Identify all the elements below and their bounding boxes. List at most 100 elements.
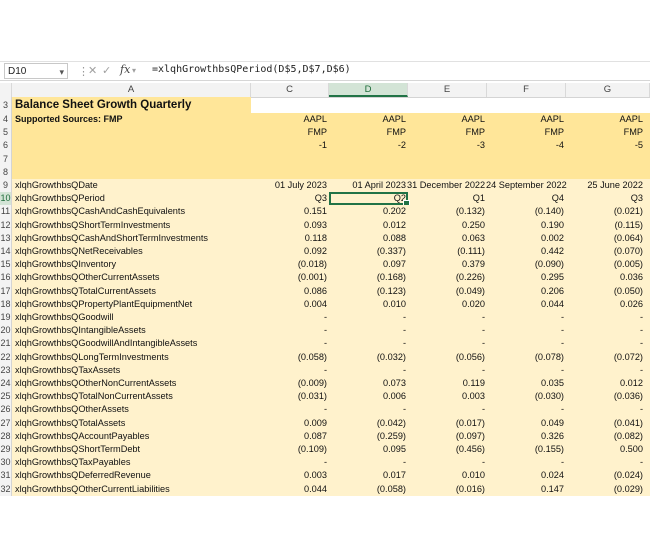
- value-cell[interactable]: -: [402, 364, 406, 375]
- value-cell[interactable]: (0.226): [455, 272, 485, 283]
- row-label[interactable]: xlqhGrowthbsQCashAndShortTermInvestments: [15, 232, 209, 243]
- header-cell[interactable]: [486, 166, 564, 179]
- value-cell[interactable]: -: [560, 404, 564, 415]
- row-label[interactable]: xlqhGrowthbsQGoodwill: [15, 312, 114, 322]
- value-cell[interactable]: -: [402, 404, 406, 415]
- header-cell[interactable]: FMP: [544, 127, 564, 138]
- value-cell[interactable]: 01 July 2023: [274, 180, 327, 190]
- value-cell[interactable]: (0.123): [376, 285, 406, 296]
- value-cell[interactable]: (0.259): [376, 430, 406, 441]
- value-cell[interactable]: (0.016): [455, 483, 485, 494]
- chevron-down-icon[interactable]: ▾: [59, 67, 64, 77]
- value-cell[interactable]: 0.044: [541, 298, 564, 309]
- row-label[interactable]: xlqhGrowthbsQTotalNonCurrentAssets: [15, 391, 173, 402]
- value-cell[interactable]: 0.095: [383, 444, 406, 454]
- value-cell[interactable]: -: [639, 312, 643, 322]
- value-cell[interactable]: -: [323, 325, 327, 336]
- value-cell[interactable]: Q2: [393, 193, 406, 204]
- cancel-icon[interactable]: ✕: [88, 65, 98, 77]
- value-cell[interactable]: -: [639, 457, 643, 468]
- row-number[interactable]: 5: [0, 126, 12, 140]
- row-label[interactable]: xlqhGrowthbsQTaxAssets: [15, 364, 121, 375]
- value-cell[interactable]: -: [481, 404, 485, 415]
- row-number[interactable]: 13: [0, 231, 12, 245]
- header-cell[interactable]: FMP: [465, 127, 485, 138]
- row-label[interactable]: xlqhGrowthbsQOtherCurrentAssets: [15, 272, 160, 283]
- value-cell[interactable]: 0.049: [541, 417, 564, 428]
- value-cell[interactable]: (0.024): [613, 470, 643, 481]
- value-cell[interactable]: 0.063: [462, 232, 485, 243]
- header-cell[interactable]: [565, 166, 643, 179]
- value-cell[interactable]: 0.250: [462, 219, 485, 230]
- row-number[interactable]: 24: [0, 377, 12, 391]
- value-cell[interactable]: 0.087: [304, 430, 327, 441]
- value-cell[interactable]: 0.073: [383, 378, 406, 388]
- row-number[interactable]: 19: [0, 311, 12, 325]
- row-number[interactable]: 32: [0, 482, 12, 496]
- value-cell[interactable]: 0.119: [462, 378, 485, 388]
- value-cell[interactable]: 25 June 2022: [587, 180, 643, 190]
- row-number[interactable]: 31: [0, 469, 12, 483]
- row-label[interactable]: xlqhGrowthbsQPropertyPlantEquipmentNet: [15, 298, 193, 309]
- value-cell[interactable]: (0.132): [455, 206, 485, 217]
- value-cell[interactable]: 0.035: [541, 378, 564, 388]
- select-all-corner[interactable]: [0, 83, 12, 97]
- value-cell[interactable]: Q4: [551, 193, 564, 204]
- value-cell[interactable]: (0.097): [455, 430, 485, 441]
- supported-sources-label[interactable]: Supported Sources: FMP: [15, 114, 123, 124]
- value-cell[interactable]: (0.029): [613, 483, 643, 494]
- value-cell[interactable]: 01 April 2023: [352, 180, 406, 190]
- row-label[interactable]: xlqhGrowthbsQDeferredRevenue: [15, 470, 151, 481]
- value-cell[interactable]: (0.042): [376, 417, 406, 428]
- column-header-g[interactable]: G: [566, 83, 650, 97]
- row-number[interactable]: 15: [0, 258, 12, 272]
- row-label[interactable]: xlqhGrowthbsQGoodwillAndIntangibleAssets: [15, 338, 198, 349]
- value-cell[interactable]: 0.026: [620, 298, 643, 309]
- value-cell[interactable]: 0.024: [541, 470, 564, 481]
- row-number[interactable]: 9: [0, 179, 12, 193]
- value-cell[interactable]: 0.006: [383, 391, 406, 402]
- value-cell[interactable]: -: [481, 338, 485, 349]
- row-label[interactable]: xlqhGrowthbsQTotalAssets: [15, 417, 126, 428]
- header-cell[interactable]: FMP: [623, 127, 643, 138]
- value-cell[interactable]: 0.009: [304, 417, 327, 428]
- column-header-c[interactable]: C: [251, 83, 329, 97]
- value-cell[interactable]: -: [323, 404, 327, 415]
- value-cell[interactable]: (0.058): [376, 483, 406, 494]
- value-cell[interactable]: 0.097: [383, 259, 406, 270]
- row-label[interactable]: xlqhGrowthbsQOtherNonCurrentAssets: [15, 378, 177, 388]
- row-label[interactable]: xlqhGrowthbsQDate: [15, 180, 98, 190]
- row-number[interactable]: 8: [0, 165, 12, 179]
- value-cell[interactable]: (0.017): [455, 417, 485, 428]
- value-cell[interactable]: 0.190: [541, 219, 564, 230]
- row-number[interactable]: 7: [0, 152, 12, 166]
- header-cell[interactable]: [328, 166, 406, 179]
- header-cell[interactable]: [486, 153, 564, 166]
- header-cell[interactable]: FMP: [386, 127, 406, 138]
- value-cell[interactable]: -: [402, 338, 406, 349]
- value-cell[interactable]: (0.032): [376, 351, 406, 362]
- value-cell[interactable]: -: [481, 312, 485, 322]
- value-cell[interactable]: (0.109): [297, 444, 327, 454]
- header-cell[interactable]: [249, 153, 327, 166]
- row-number[interactable]: 23: [0, 363, 12, 377]
- value-cell[interactable]: 0.086: [304, 285, 327, 296]
- row-number[interactable]: 29: [0, 443, 12, 457]
- row-number[interactable]: 16: [0, 271, 12, 285]
- formula-input[interactable]: =xlqhGrowthbsQPeriod(D$5,D$7,D$6): [152, 64, 351, 75]
- header-cell[interactable]: -3: [476, 140, 485, 151]
- value-cell[interactable]: (0.064): [613, 232, 643, 243]
- value-cell[interactable]: (0.456): [455, 444, 485, 454]
- value-cell[interactable]: (0.018): [297, 259, 327, 270]
- row-number[interactable]: 11: [0, 205, 12, 219]
- value-cell[interactable]: 0.012: [383, 219, 406, 230]
- row-number[interactable]: 14: [0, 245, 12, 259]
- insert-function-button[interactable]: fx: [120, 63, 131, 76]
- row-label[interactable]: xlqhGrowthbsQShortTermDebt: [15, 444, 141, 454]
- value-cell[interactable]: (0.021): [613, 206, 643, 217]
- value-cell[interactable]: (0.168): [376, 272, 406, 283]
- row-number[interactable]: 22: [0, 350, 12, 364]
- value-cell[interactable]: (0.140): [534, 206, 564, 217]
- name-box[interactable]: D10 ▾: [4, 63, 68, 79]
- value-cell[interactable]: 0.010: [383, 298, 406, 309]
